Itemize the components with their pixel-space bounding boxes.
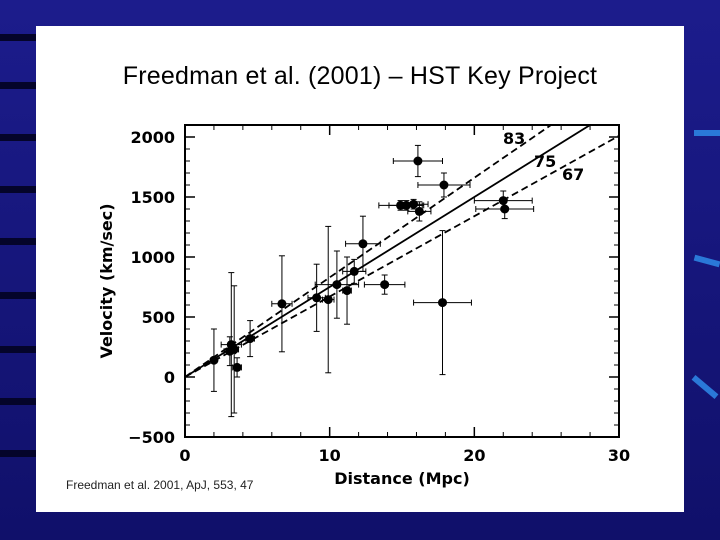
data-point	[342, 286, 352, 296]
background-accent	[694, 130, 720, 136]
background-stripe	[0, 398, 40, 405]
data-point	[209, 355, 219, 365]
y-axis-label: Velocity (km/sec)	[97, 203, 116, 358]
slide-title: Freedman et al. (2001) – HST Key Project	[122, 62, 598, 90]
error-bars	[210, 144, 535, 418]
background-stripe	[0, 292, 40, 299]
hubble-line-67	[185, 135, 619, 378]
data-point	[500, 204, 510, 214]
y-tick-label: 0	[164, 368, 175, 387]
data-point	[277, 299, 287, 309]
data-point	[323, 295, 333, 305]
background-stripe	[0, 186, 40, 193]
x-tick-label: 0	[179, 446, 190, 465]
data-point	[380, 280, 390, 290]
line-labels: 83 75 67	[503, 129, 584, 184]
y-tick-label: 500	[142, 308, 175, 327]
background-stripe	[0, 82, 40, 89]
y-tick-label: −500	[128, 428, 175, 447]
hubble-line-label-67: 67	[562, 165, 584, 184]
background-accent	[693, 254, 720, 268]
data-point	[312, 293, 322, 303]
data-point	[413, 156, 423, 166]
data-point	[232, 362, 242, 372]
background-stripe	[0, 34, 40, 41]
data-point	[401, 200, 411, 210]
citation: Freedman et al. 2001, ApJ, 553, 47	[66, 478, 254, 492]
y-tick-label: 1000	[130, 248, 175, 267]
data-point	[245, 334, 255, 344]
x-tick-label: 30	[608, 446, 630, 465]
data-point	[349, 266, 359, 276]
data-point	[439, 180, 449, 190]
background-stripe	[0, 238, 40, 245]
data-point	[498, 196, 508, 206]
data-point	[409, 199, 419, 209]
hubble-line-label-83: 83	[503, 129, 525, 148]
background-accent	[691, 375, 719, 399]
x-axis-label: Distance (Mpc)	[334, 469, 470, 488]
data-points	[209, 156, 510, 372]
data-point	[414, 206, 424, 216]
data-point	[332, 280, 342, 290]
hubble-lines	[185, 125, 619, 378]
hubble-line-75	[185, 125, 592, 378]
y-tick-label: 1500	[130, 188, 175, 207]
background-stripe	[0, 134, 40, 141]
data-point	[229, 344, 239, 354]
y-tick-label: 2000	[130, 128, 175, 147]
background-stripe	[0, 346, 40, 353]
slide-panel: Freedman et al. (2001) – HST Key Project…	[36, 26, 684, 512]
x-tick-label: 20	[463, 446, 485, 465]
hubble-line-label-75: 75	[534, 152, 556, 171]
data-point	[358, 239, 368, 249]
background-stripe	[0, 450, 40, 457]
x-tick-label: 10	[319, 446, 341, 465]
data-point	[438, 298, 448, 308]
